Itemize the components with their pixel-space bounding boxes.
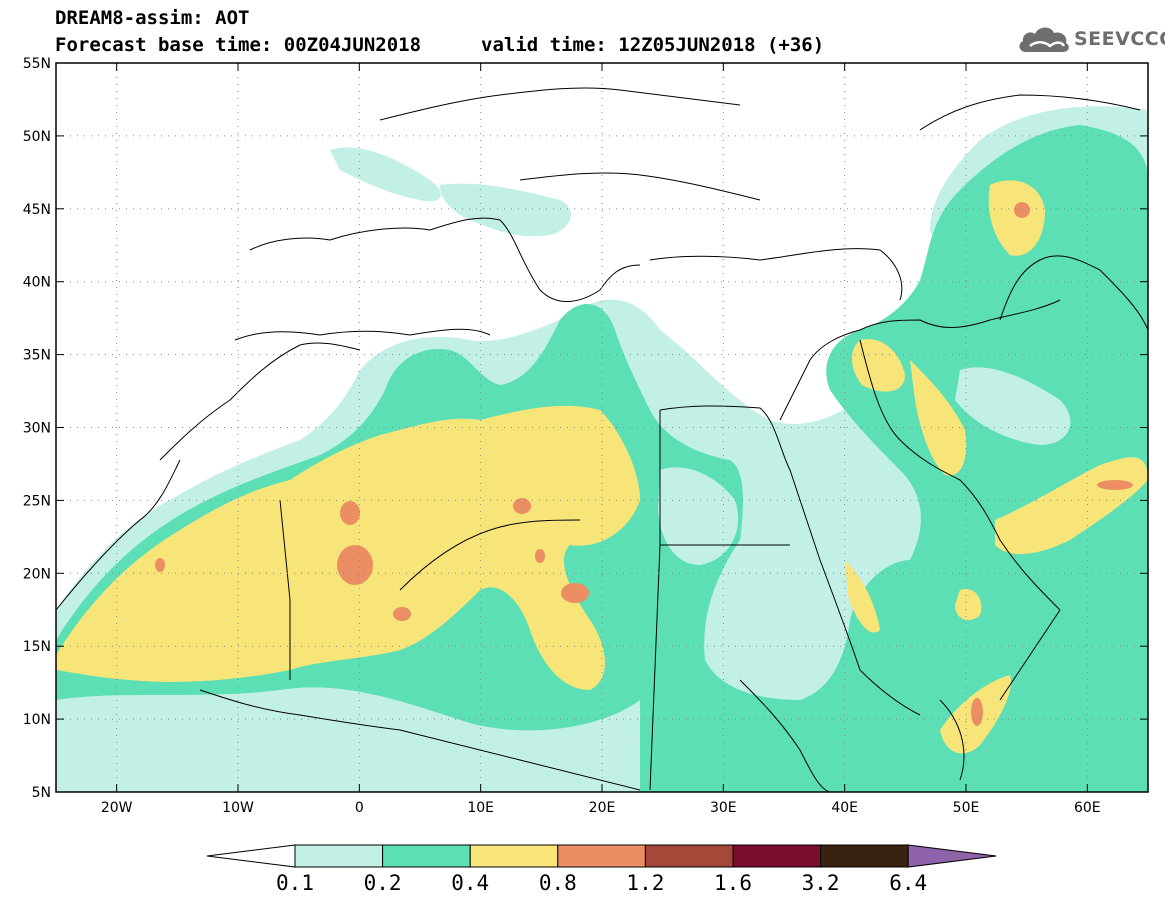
- colorbar-segment: [644, 844, 734, 868]
- colorbar-label: 0.4: [451, 871, 489, 895]
- cloud-icon: [1019, 27, 1069, 52]
- x-tick-label: 50E: [953, 800, 980, 816]
- colorbar-segment: [469, 844, 559, 868]
- x-tick-label: 30E: [710, 800, 737, 816]
- colorbar-segment: [382, 844, 471, 868]
- colorbar-label: 0.2: [364, 871, 402, 895]
- y-tick-label: 50N: [23, 129, 51, 145]
- y-tick-label: 10N: [23, 712, 51, 728]
- y-tick-label: 25N: [23, 493, 51, 509]
- colorbar-label: 0.1: [276, 871, 314, 895]
- x-tick-label: 40E: [831, 800, 858, 816]
- aot-field: [56, 106, 1148, 792]
- y-tick-label: 40N: [23, 275, 51, 291]
- y-tick-label: 5N: [32, 785, 51, 801]
- aot-level-0-1-inner: [56, 367, 1071, 792]
- colorbar-label: 1.6: [714, 871, 752, 895]
- map-title: DREAM8-assim: AOT: [55, 7, 250, 29]
- axis-ticks: 20W 10W 0 10E 20E 30E 40E 50E 60E 55N 50N 45N 40N 35N…: [23, 56, 1148, 816]
- map-grid: [56, 62, 1148, 793]
- colorbar-label: 0.8: [539, 871, 577, 895]
- aot-level-0-8: [155, 202, 1133, 726]
- seevccc-logo: SEEVCCC: [1016, 22, 1165, 58]
- y-tick-label: 30N: [23, 421, 51, 437]
- forecast-base-time: Forecast base time: 00Z04JUN2018: [55, 34, 422, 56]
- colorbar-segment: [732, 844, 822, 868]
- x-tick-label: 60E: [1074, 800, 1101, 816]
- country-borders: [56, 87, 1148, 792]
- colorbar-label: 1.2: [626, 871, 664, 895]
- x-tick-label: 10W: [222, 800, 254, 816]
- colorbar-under-arrow: [206, 844, 296, 868]
- y-tick-label: 45N: [23, 202, 51, 218]
- colorbar-over-arrow: [907, 844, 997, 868]
- x-tick-label: 20W: [101, 800, 133, 816]
- valid-time: valid time: 12Z05JUN2018 (+36): [481, 34, 825, 56]
- logo-text: SEEVCCC: [1074, 28, 1165, 50]
- colorbar-label: 3.2: [802, 871, 840, 895]
- colorbar-label: 6.4: [889, 871, 927, 895]
- aot-colorbar: 0.1 0.2 0.4 0.8 1.2 1.6 3.2 6.4: [206, 844, 997, 895]
- y-tick-label: 55N: [23, 56, 51, 72]
- y-tick-label: 15N: [23, 639, 51, 655]
- y-tick-label: 35N: [23, 348, 51, 364]
- y-tick-label: 20N: [23, 566, 51, 582]
- colorbar-segment: [557, 844, 646, 868]
- x-tick-label: 10E: [467, 800, 494, 816]
- colorbar-segment: [820, 844, 909, 868]
- x-tick-label: 20E: [589, 800, 616, 816]
- x-tick-label: 0: [355, 800, 364, 816]
- colorbar-segment: [294, 844, 384, 868]
